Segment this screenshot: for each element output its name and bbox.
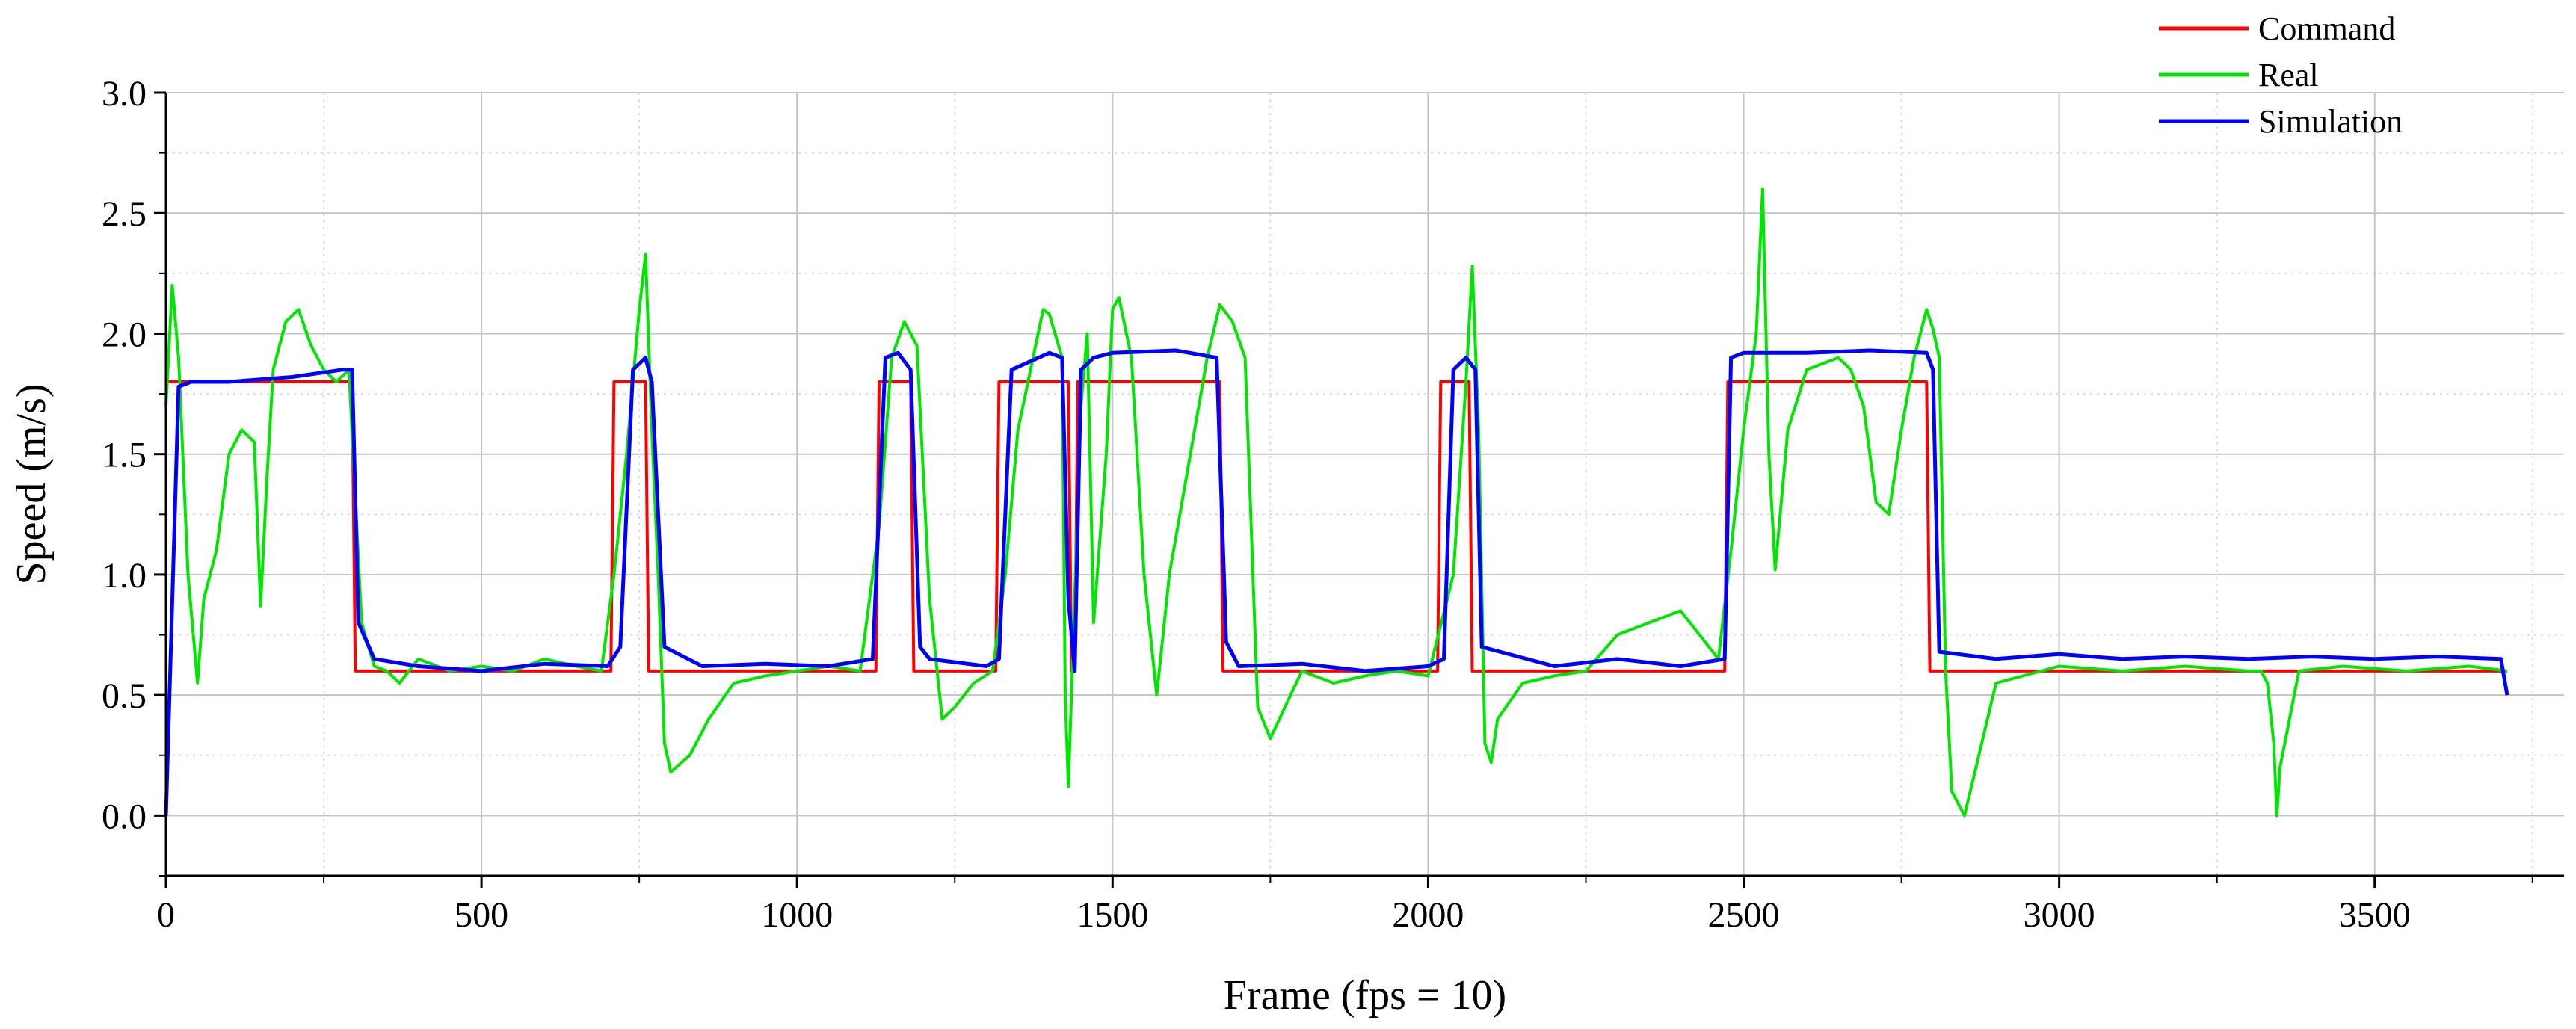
y-tick-label: 3.0	[102, 74, 147, 114]
y-tick-label: 0.5	[102, 676, 147, 716]
x-tick-label: 0	[157, 895, 175, 935]
axes: 0 500 1000 1500 2000 2500 3000 3500 0.0 0.5 1.0 1.5…	[102, 74, 2564, 935]
series-lines	[164, 188, 2509, 818]
x-tick-label: 1500	[1076, 895, 1148, 935]
x-tick-label: 3500	[2339, 895, 2411, 935]
y-tick-label: 1.0	[102, 556, 147, 596]
y-tick-label: 0.0	[102, 797, 147, 836]
series-line-simulation	[164, 348, 2509, 816]
x-tick-label: 3000	[2024, 895, 2095, 935]
legend-label-real: Real	[2258, 57, 2319, 93]
x-axis-label: Frame (fps = 10)	[1224, 972, 1506, 1019]
series-line-command	[166, 380, 2507, 673]
y-tick-label: 1.5	[102, 436, 147, 475]
legend-label-simulation: Simulation	[2258, 103, 2403, 140]
y-axis-label: Speed (m/s)	[8, 383, 55, 584]
y-tick-label: 2.5	[102, 194, 147, 234]
series-line-real	[164, 188, 2508, 818]
legend-label-command: Command	[2258, 10, 2395, 47]
x-tick-label: 2000	[1392, 895, 1464, 935]
x-tick-label: 1000	[761, 895, 833, 935]
legend: Command Real Simulation	[2159, 10, 2403, 140]
x-tick-label: 2500	[1708, 895, 1780, 935]
grid-lines	[166, 92, 2564, 876]
y-tick-label: 2.0	[102, 315, 147, 354]
x-tick-label: 500	[455, 895, 508, 935]
